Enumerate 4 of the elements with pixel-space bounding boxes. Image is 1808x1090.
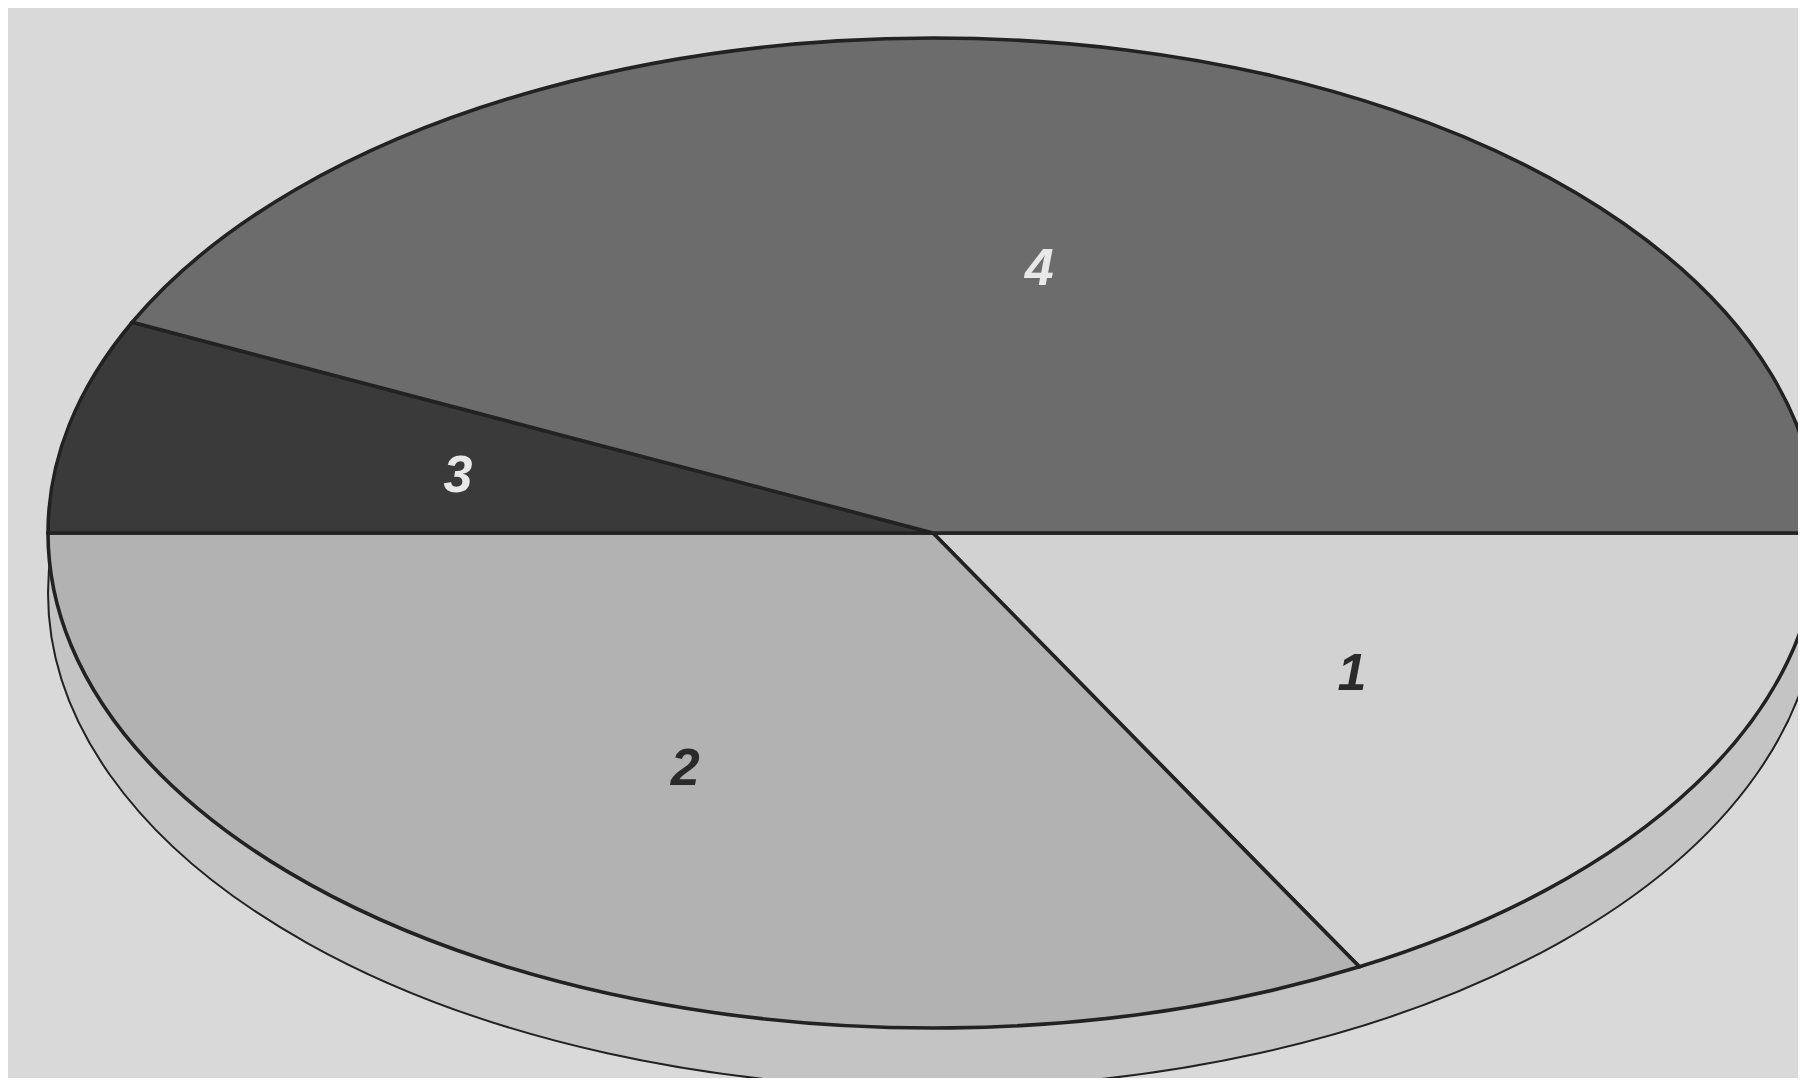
slice-label: 2 bbox=[669, 738, 700, 797]
slice-label: 1 bbox=[1337, 642, 1367, 701]
slice-label: 3 bbox=[443, 444, 473, 503]
slice-label: 4 bbox=[1023, 238, 1054, 297]
